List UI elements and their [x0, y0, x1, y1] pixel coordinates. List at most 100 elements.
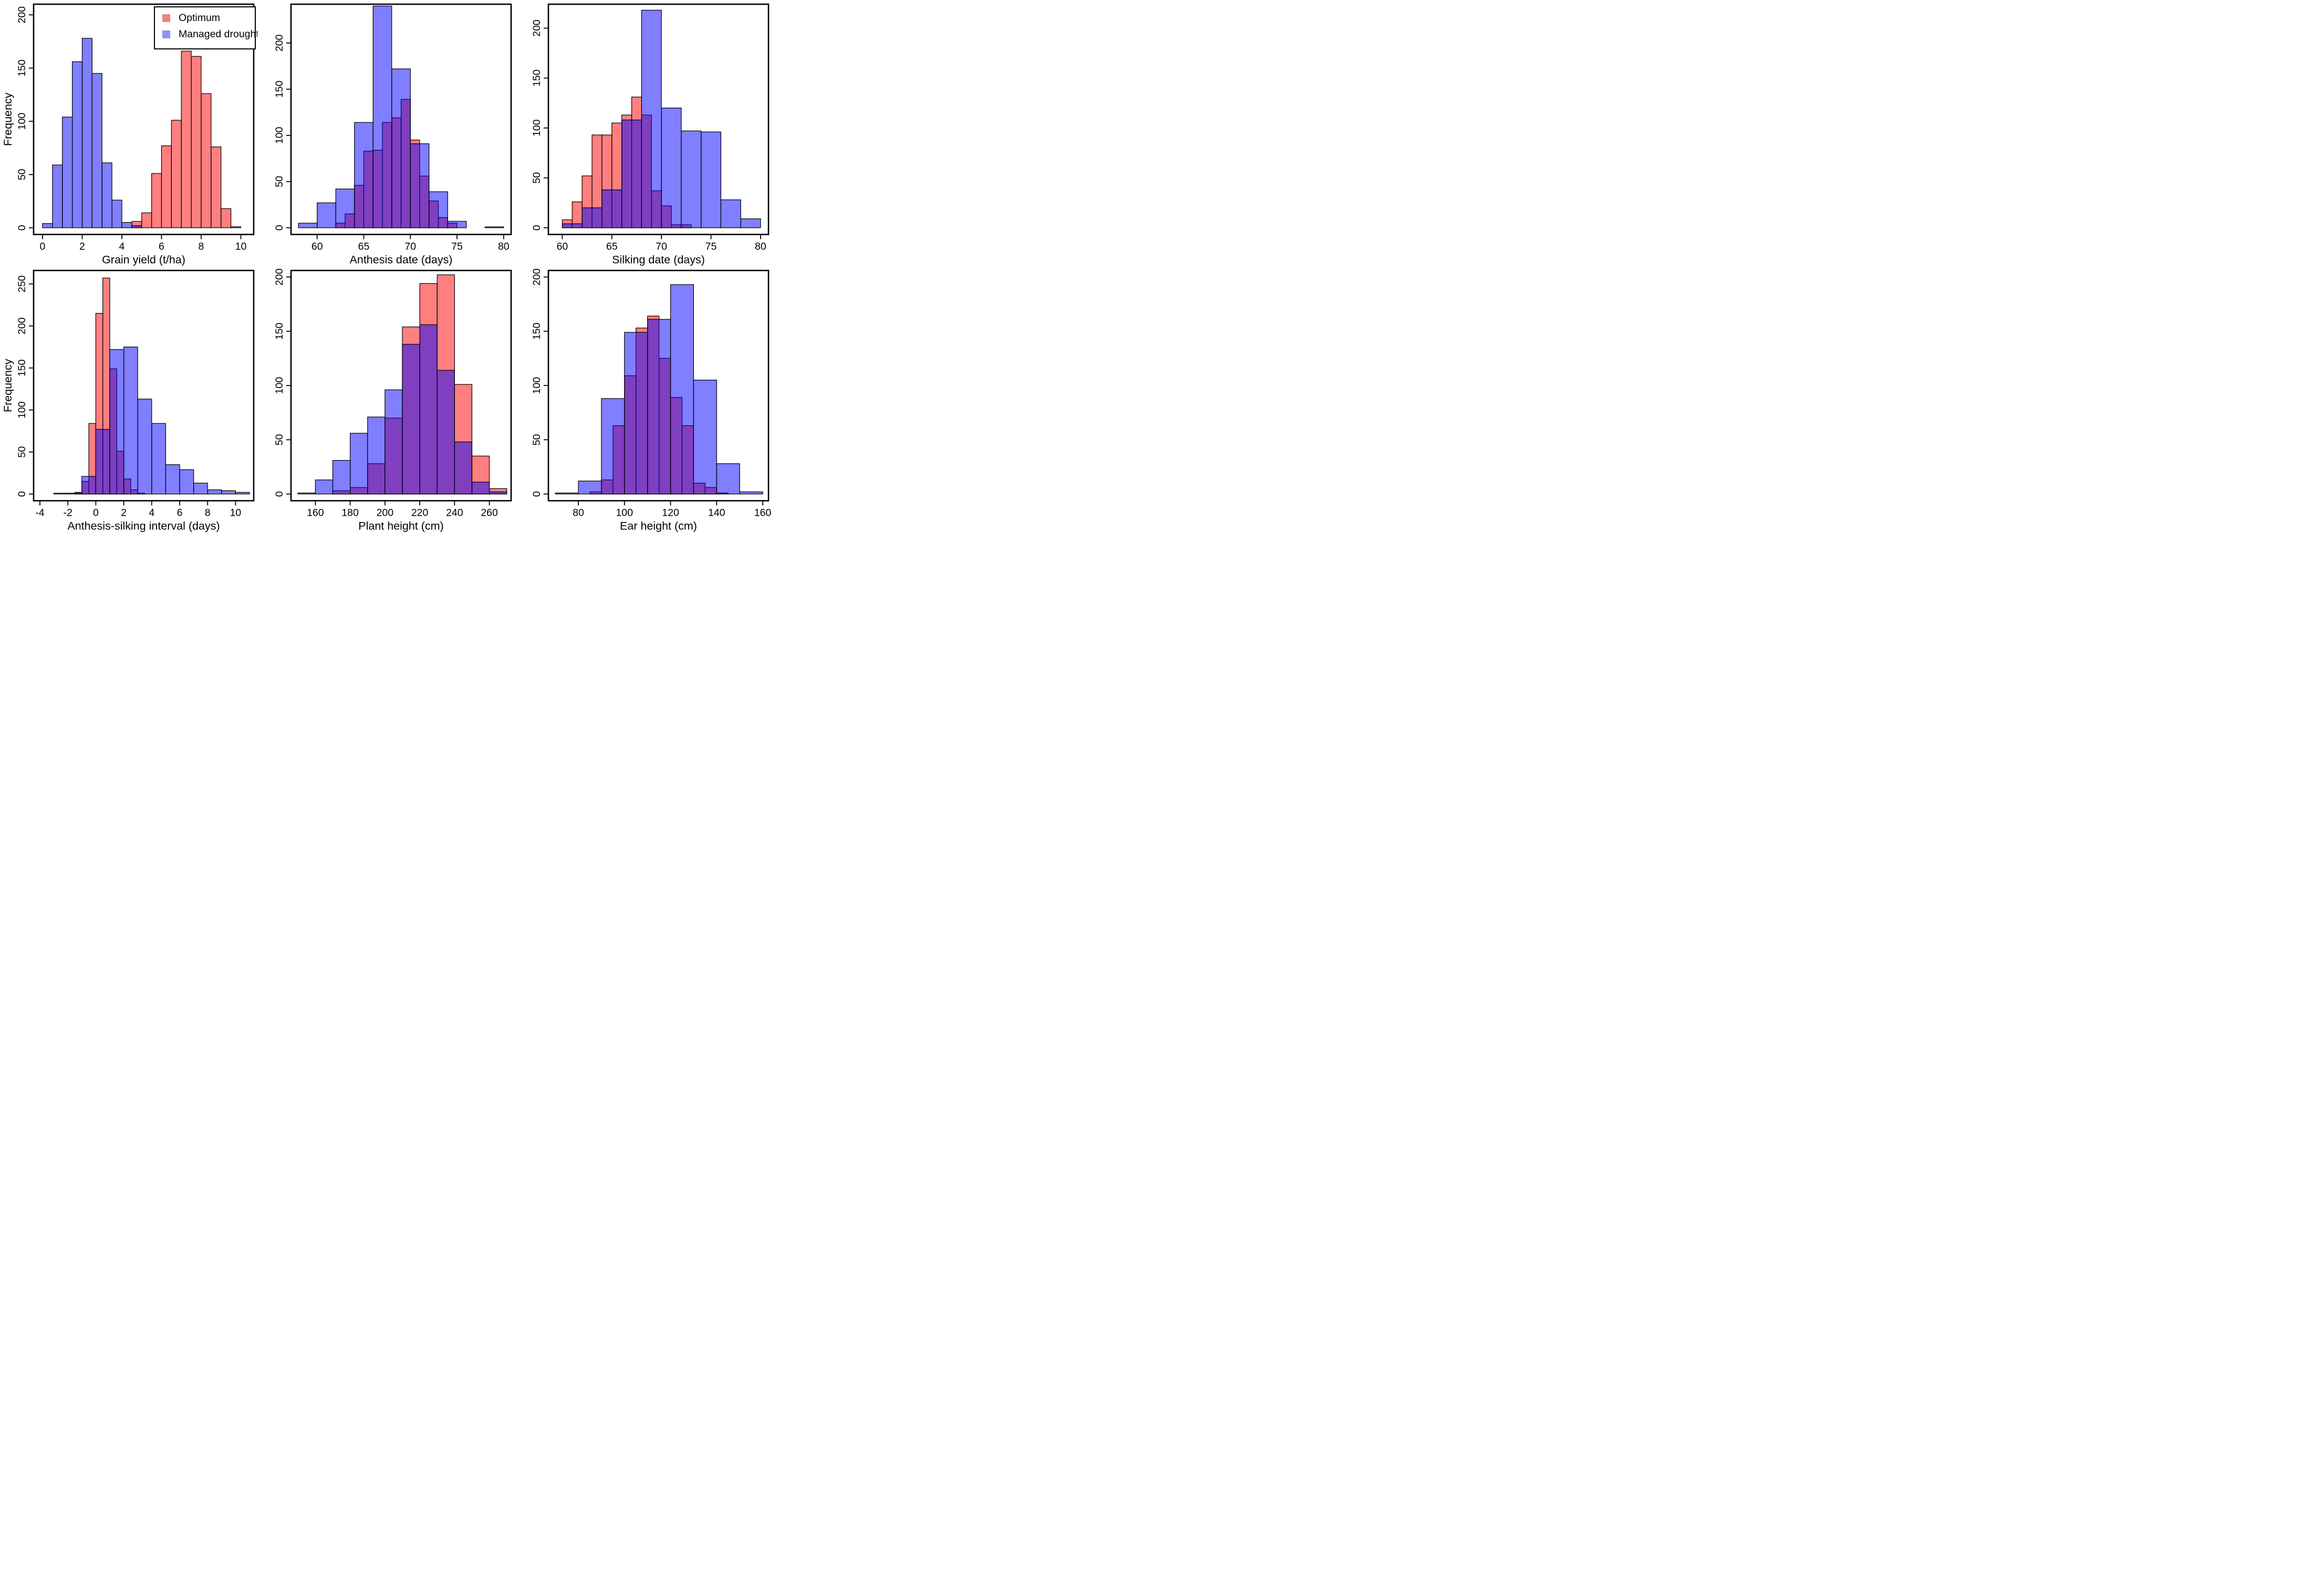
x-axis-title: Plant height (cm)	[358, 519, 443, 532]
x-tick-label: 75	[705, 241, 717, 252]
y-tick-label: 50	[16, 169, 28, 180]
bar-drought	[489, 491, 507, 494]
x-tick-label: 2	[121, 507, 127, 518]
bar-drought	[111, 200, 122, 228]
x-tick-label: 120	[662, 507, 679, 518]
x-axis-title: Anthesis date (days)	[350, 253, 453, 266]
x-tick-label: 80	[498, 241, 510, 252]
bar-optimum	[221, 208, 232, 228]
bar-drought	[298, 223, 318, 228]
bar-drought	[391, 68, 411, 228]
legend-label-optimum: Optimum	[179, 12, 220, 24]
x-tick-label: 8	[205, 507, 211, 518]
bar-drought	[429, 191, 448, 228]
bar-drought	[72, 61, 83, 228]
x-tick-label: 6	[177, 507, 183, 518]
x-tick-label: 220	[411, 507, 429, 518]
x-tick-label: 140	[708, 507, 725, 518]
bar-drought	[193, 482, 208, 494]
bar-drought	[661, 108, 682, 228]
bar-drought	[471, 481, 490, 494]
plot-border	[547, 269, 770, 502]
plot-border	[547, 3, 770, 235]
bar-drought	[739, 491, 763, 494]
bar-drought	[354, 122, 373, 228]
y-tick-label: 0	[531, 491, 543, 497]
bar-drought	[137, 398, 152, 494]
y-tick-label: 100	[531, 119, 543, 137]
bar-drought	[716, 463, 740, 494]
x-tick-label: 160	[307, 507, 324, 518]
bar-optimum	[211, 147, 222, 228]
x-tick-label: 65	[606, 241, 618, 252]
bar-drought	[621, 119, 642, 228]
bar-drought	[693, 379, 717, 494]
bar-drought	[437, 370, 455, 494]
bar-drought	[131, 225, 142, 228]
bar-drought	[123, 346, 138, 494]
bar-optimum	[161, 145, 172, 228]
plot-border	[290, 269, 512, 502]
bar-drought	[95, 429, 110, 494]
legend-swatch-drought	[162, 30, 170, 39]
x-tick-label: 10	[235, 241, 247, 252]
bar-drought	[52, 164, 63, 228]
panel-ear-height: 80 100 120 140 160 0 50 100 150 200 Ear height (cm…	[531, 268, 771, 532]
y-tick-label: 100	[274, 127, 285, 144]
bar-drought	[601, 189, 622, 228]
y-tick-label: 250	[16, 275, 28, 293]
x-tick-label: 4	[119, 241, 125, 252]
y-tick-label: 100	[274, 377, 285, 394]
bar-drought	[165, 464, 180, 494]
bar-optimum	[181, 50, 192, 228]
y-tick-label: 50	[274, 176, 285, 187]
y-tick-label: 50	[531, 172, 543, 184]
bar-optimum	[191, 56, 202, 228]
bar-drought	[101, 162, 112, 228]
y-tick-label: 150	[274, 80, 285, 98]
y-tick-label: 50	[531, 434, 543, 445]
bar-drought	[67, 492, 82, 494]
x-tick-label: 75	[451, 241, 463, 252]
x-tick-label: 2	[79, 241, 85, 252]
bar-drought	[720, 199, 741, 228]
bar-drought	[624, 331, 648, 494]
y-tick-label: 150	[16, 59, 28, 77]
bar-drought	[701, 131, 722, 228]
legend-label-drought: Managed drought	[179, 28, 257, 40]
x-tick-label: 80	[755, 241, 766, 252]
histogram-figure: 0 2 4 6 8 10 0 50 100 150 200 Grain yield (t/ha) Fre…	[0, 0, 772, 532]
bar-drought	[207, 489, 222, 494]
bar-drought	[235, 492, 250, 494]
bar-drought	[562, 223, 583, 228]
x-tick-label: 60	[311, 241, 323, 252]
panel-anthesis-date: 60 65 70 75 80 0 50 100 150 200 Anthesis date (day…	[274, 3, 512, 266]
x-tick-label: 180	[341, 507, 359, 518]
bar-drought	[601, 398, 625, 494]
bar-optimum	[141, 212, 152, 228]
y-tick-label: 0	[274, 225, 285, 231]
bar-drought	[578, 480, 602, 494]
y-tick-label: 50	[274, 434, 285, 445]
y-tick-label: 150	[531, 69, 543, 87]
bar-drought	[402, 343, 420, 494]
y-tick-label: 200	[16, 317, 28, 335]
y-tick-label: 150	[16, 359, 28, 377]
bar-drought	[447, 221, 467, 228]
bar-drought	[484, 226, 504, 228]
x-tick-label: 0	[40, 241, 46, 252]
x-tick-label: 6	[159, 241, 164, 252]
x-axis-title: Silking date (days)	[612, 253, 705, 266]
x-tick-label: 240	[446, 507, 463, 518]
bar-drought	[151, 423, 166, 494]
x-tick-label: 10	[230, 507, 242, 518]
bar-drought	[670, 284, 694, 494]
panel-anthesis-silking-interval: -4 -2 0 2 4 6 8 10050100150200250Anthesis-silki…	[2, 269, 255, 532]
x-axis-title: Grain yield (t/ha)	[102, 253, 185, 266]
bar-drought	[91, 73, 102, 228]
bar-drought	[332, 460, 351, 494]
y-tick-label: 150	[274, 322, 285, 340]
bar-drought	[62, 117, 73, 228]
x-tick-label: 4	[149, 507, 154, 518]
